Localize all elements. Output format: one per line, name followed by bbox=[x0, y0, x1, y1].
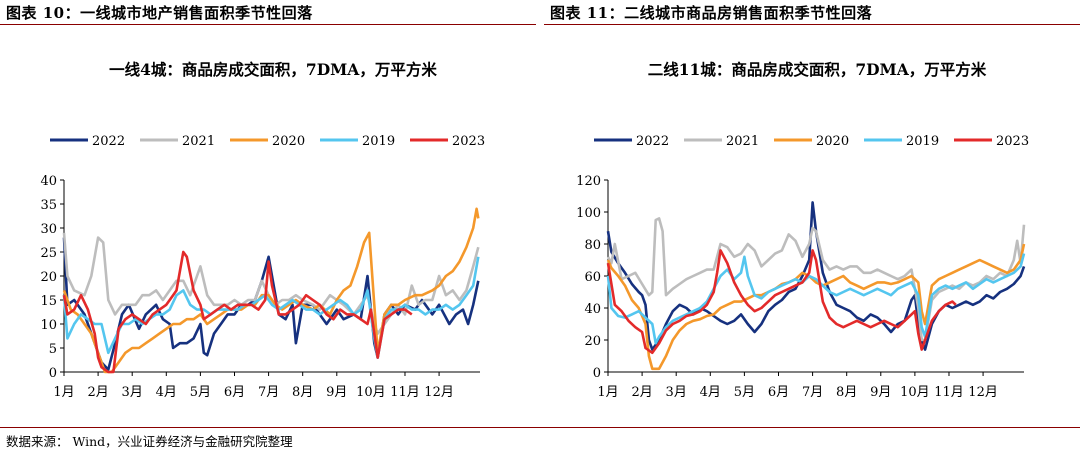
x-tick-label: 12月 bbox=[424, 385, 454, 400]
legend-label-2021: 2021 bbox=[726, 134, 759, 149]
x-tick-label: 9月 bbox=[870, 385, 891, 400]
line-chart: 2022 2021 2020 2019 2023 0 20 40 60 80 100 120 1月 2月 3… bbox=[576, 134, 1029, 400]
y-tick-label: 0 bbox=[49, 366, 57, 381]
legend-label-2019: 2019 bbox=[362, 134, 395, 149]
right-panel: 图表 11：二线城市商品房销售面积季节性回落 二线11城：商品房成交面积，7DM… bbox=[544, 0, 1080, 420]
x-tick-label: 9月 bbox=[326, 385, 347, 400]
series-line-2019 bbox=[62, 256, 480, 359]
panel-title: 图表 10：一线城市地产销售面积季节性回落 bbox=[6, 4, 313, 22]
series-line-2023 bbox=[606, 249, 957, 355]
source-note: 数据来源： Wind，兴业证券经济与金融研究院整理 bbox=[6, 434, 293, 449]
series-line-2020 bbox=[62, 207, 480, 374]
x-tick-label: 4月 bbox=[700, 385, 721, 400]
chart-title: 一线4城：商品房成交面积，7DMA，万平方米 bbox=[109, 60, 437, 79]
x-tick-label: 8月 bbox=[836, 385, 857, 400]
y-tick-label: 20 bbox=[40, 270, 57, 285]
x-tick-label: 5月 bbox=[190, 385, 211, 400]
x-tick-label: 6月 bbox=[768, 385, 789, 400]
y-tick-label: 5 bbox=[49, 342, 57, 357]
x-tick-label: 1月 bbox=[597, 385, 618, 400]
y-tick-label: 80 bbox=[584, 238, 601, 253]
y-tick-label: 40 bbox=[40, 174, 57, 189]
x-tick-label: 7月 bbox=[258, 385, 279, 400]
legend-label-2022: 2022 bbox=[636, 134, 669, 149]
y-tick-label: 40 bbox=[584, 302, 601, 317]
x-tick-label: 5月 bbox=[734, 385, 755, 400]
series-line-2019 bbox=[606, 253, 1026, 345]
y-tick-label: 100 bbox=[576, 206, 601, 221]
legend-label-2021: 2021 bbox=[182, 134, 215, 149]
left-panel: 图表 10：一线城市地产销售面积季节性回落 一线4城：商品房成交面积，7DMA，… bbox=[0, 0, 536, 420]
legend-label-2023: 2023 bbox=[996, 134, 1029, 149]
line-chart: 2022 2021 2020 2019 2023 0 5 10 15 20 25 30 35 40 1月 2月… bbox=[40, 134, 485, 400]
legend-label-2020: 2020 bbox=[816, 134, 849, 149]
legend-label-2022: 2022 bbox=[92, 134, 125, 149]
x-tick-label: 10月 bbox=[900, 385, 930, 400]
y-tick-label: 15 bbox=[40, 294, 57, 309]
y-tick-label: 120 bbox=[576, 174, 601, 189]
y-tick-label: 25 bbox=[40, 246, 57, 261]
x-tick-label: 3月 bbox=[666, 385, 687, 400]
y-tick-label: 10 bbox=[40, 318, 57, 333]
legend: 2022 2021 2020 2019 2023 bbox=[50, 134, 485, 149]
panel-title: 图表 11：二线城市商品房销售面积季节性回落 bbox=[550, 4, 873, 22]
y-tick-label: 0 bbox=[593, 366, 601, 381]
x-tick-label: 12月 bbox=[968, 385, 998, 400]
x-tick-label: 2月 bbox=[87, 385, 108, 400]
chart-title: 二线11城：商品房成交面积，7DMA，万平方米 bbox=[647, 60, 987, 79]
x-tick-label: 4月 bbox=[156, 385, 177, 400]
legend-label-2019: 2019 bbox=[906, 134, 939, 149]
legend: 2022 2021 2020 2019 2023 bbox=[594, 134, 1029, 149]
legend-label-2023: 2023 bbox=[452, 134, 485, 149]
y-tick-label: 60 bbox=[584, 270, 601, 285]
title-rule bbox=[544, 24, 1080, 25]
series-line-2023 bbox=[62, 250, 413, 374]
source-rule bbox=[0, 427, 1080, 428]
x-tick-label: 6月 bbox=[224, 385, 245, 400]
x-tick-label: 10月 bbox=[356, 385, 386, 400]
x-tick-label: 3月 bbox=[122, 385, 143, 400]
x-tick-label: 8月 bbox=[292, 385, 313, 400]
x-tick-label: 7月 bbox=[802, 385, 823, 400]
series-line-2020 bbox=[606, 243, 1026, 371]
y-tick-label: 30 bbox=[40, 222, 57, 237]
y-tick-label: 35 bbox=[40, 198, 57, 213]
x-tick-label: 2月 bbox=[631, 385, 652, 400]
y-tick-label: 20 bbox=[584, 334, 601, 349]
x-tick-label: 11月 bbox=[390, 385, 420, 400]
x-tick-label: 11月 bbox=[934, 385, 964, 400]
legend-label-2020: 2020 bbox=[272, 134, 305, 149]
x-tick-label: 1月 bbox=[53, 385, 74, 400]
title-rule bbox=[0, 24, 536, 25]
series-line-2022 bbox=[606, 201, 1026, 351]
